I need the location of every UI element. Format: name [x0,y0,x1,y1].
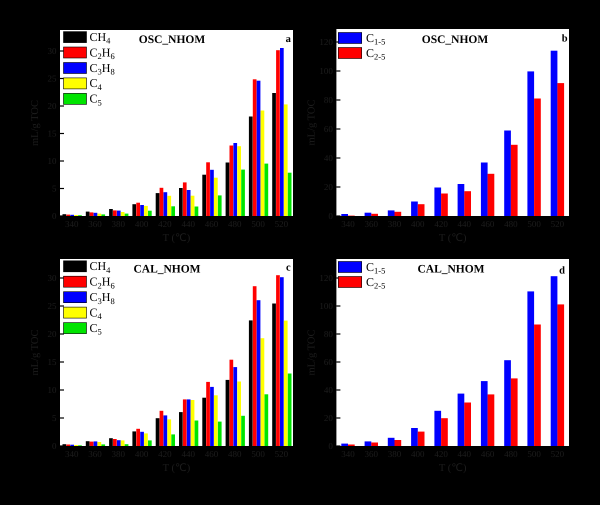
svg-text:OSC_NHOM: OSC_NHOM [422,34,489,46]
svg-text:460: 460 [205,449,219,459]
svg-text:420: 420 [158,219,172,229]
svg-text:15: 15 [48,129,58,139]
svg-text:440: 440 [181,449,195,459]
svg-text:380: 380 [388,449,402,459]
svg-text:20: 20 [48,329,58,339]
svg-text:500: 500 [527,219,541,229]
svg-text:0: 0 [328,441,333,451]
svg-text:60: 60 [324,357,334,367]
svg-text:360: 360 [88,219,102,229]
svg-text:120: 120 [319,273,333,283]
svg-text:100: 100 [319,66,333,76]
svg-text:15: 15 [48,357,58,367]
svg-text:420: 420 [434,449,448,459]
svg-text:80: 80 [324,95,334,105]
svg-text:400: 400 [411,449,425,459]
svg-text:340: 340 [341,219,355,229]
svg-text:520: 520 [275,449,289,459]
svg-text:400: 400 [411,219,425,229]
svg-text:340: 340 [65,219,79,229]
svg-text:480: 480 [504,219,518,229]
svg-text:5: 5 [52,184,57,194]
svg-text:440: 440 [458,219,472,229]
svg-text:c: c [286,263,291,274]
svg-text:mL/g TOC: mL/g TOC [306,330,317,376]
svg-text:400: 400 [135,219,149,229]
svg-text:0: 0 [52,211,57,221]
svg-text:25: 25 [48,74,58,84]
svg-text:30: 30 [48,273,58,283]
svg-text:mL/g TOC: mL/g TOC [306,100,317,146]
svg-text:10: 10 [48,156,58,166]
svg-text:380: 380 [388,219,402,229]
svg-text:40: 40 [324,153,334,163]
svg-text:T (℃): T (℃) [163,463,191,474]
svg-text:360: 360 [365,219,379,229]
svg-text:340: 340 [65,449,79,459]
svg-text:340: 340 [341,449,355,459]
svg-text:OSC_NHOM: OSC_NHOM [139,34,206,46]
svg-text:420: 420 [158,449,172,459]
svg-text:25: 25 [48,301,58,311]
svg-text:30: 30 [48,46,58,56]
svg-text:460: 460 [205,219,219,229]
svg-text:120: 120 [319,37,333,47]
svg-text:520: 520 [551,219,565,229]
svg-text:d: d [559,266,565,277]
svg-text:5: 5 [52,413,57,423]
svg-text:480: 480 [504,449,518,459]
svg-text:0: 0 [52,441,57,451]
svg-text:440: 440 [181,219,195,229]
svg-text:440: 440 [458,449,472,459]
svg-text:520: 520 [275,219,289,229]
svg-text:460: 460 [481,219,495,229]
svg-text:b: b [562,34,568,45]
svg-text:380: 380 [111,219,125,229]
svg-text:100: 100 [319,301,333,311]
svg-text:40: 40 [324,385,334,395]
svg-text:500: 500 [251,219,265,229]
svg-text:360: 360 [365,449,379,459]
svg-text:mL/g TOC: mL/g TOC [30,100,41,146]
svg-text:20: 20 [324,413,334,423]
svg-text:10: 10 [48,385,58,395]
svg-text:400: 400 [135,449,149,459]
svg-text:500: 500 [251,449,265,459]
svg-text:480: 480 [228,449,242,459]
svg-text:20: 20 [324,182,334,192]
svg-text:80: 80 [324,329,334,339]
svg-text:T (℃): T (℃) [439,233,467,244]
svg-text:420: 420 [434,219,448,229]
svg-text:mL/g TOC: mL/g TOC [30,330,41,376]
svg-text:480: 480 [228,219,242,229]
svg-text:520: 520 [551,449,565,459]
svg-text:CAL_NHOM: CAL_NHOM [417,263,484,275]
svg-text:360: 360 [88,449,102,459]
svg-text:a: a [286,34,292,45]
svg-text:T (℃): T (℃) [163,233,191,244]
svg-text:T (℃): T (℃) [439,463,467,474]
svg-text:500: 500 [527,449,541,459]
svg-text:0: 0 [328,211,333,221]
svg-text:20: 20 [48,101,58,111]
svg-text:60: 60 [324,124,334,134]
svg-text:380: 380 [111,449,125,459]
svg-text:460: 460 [481,449,495,459]
svg-text:CAL_NHOM: CAL_NHOM [133,263,200,275]
